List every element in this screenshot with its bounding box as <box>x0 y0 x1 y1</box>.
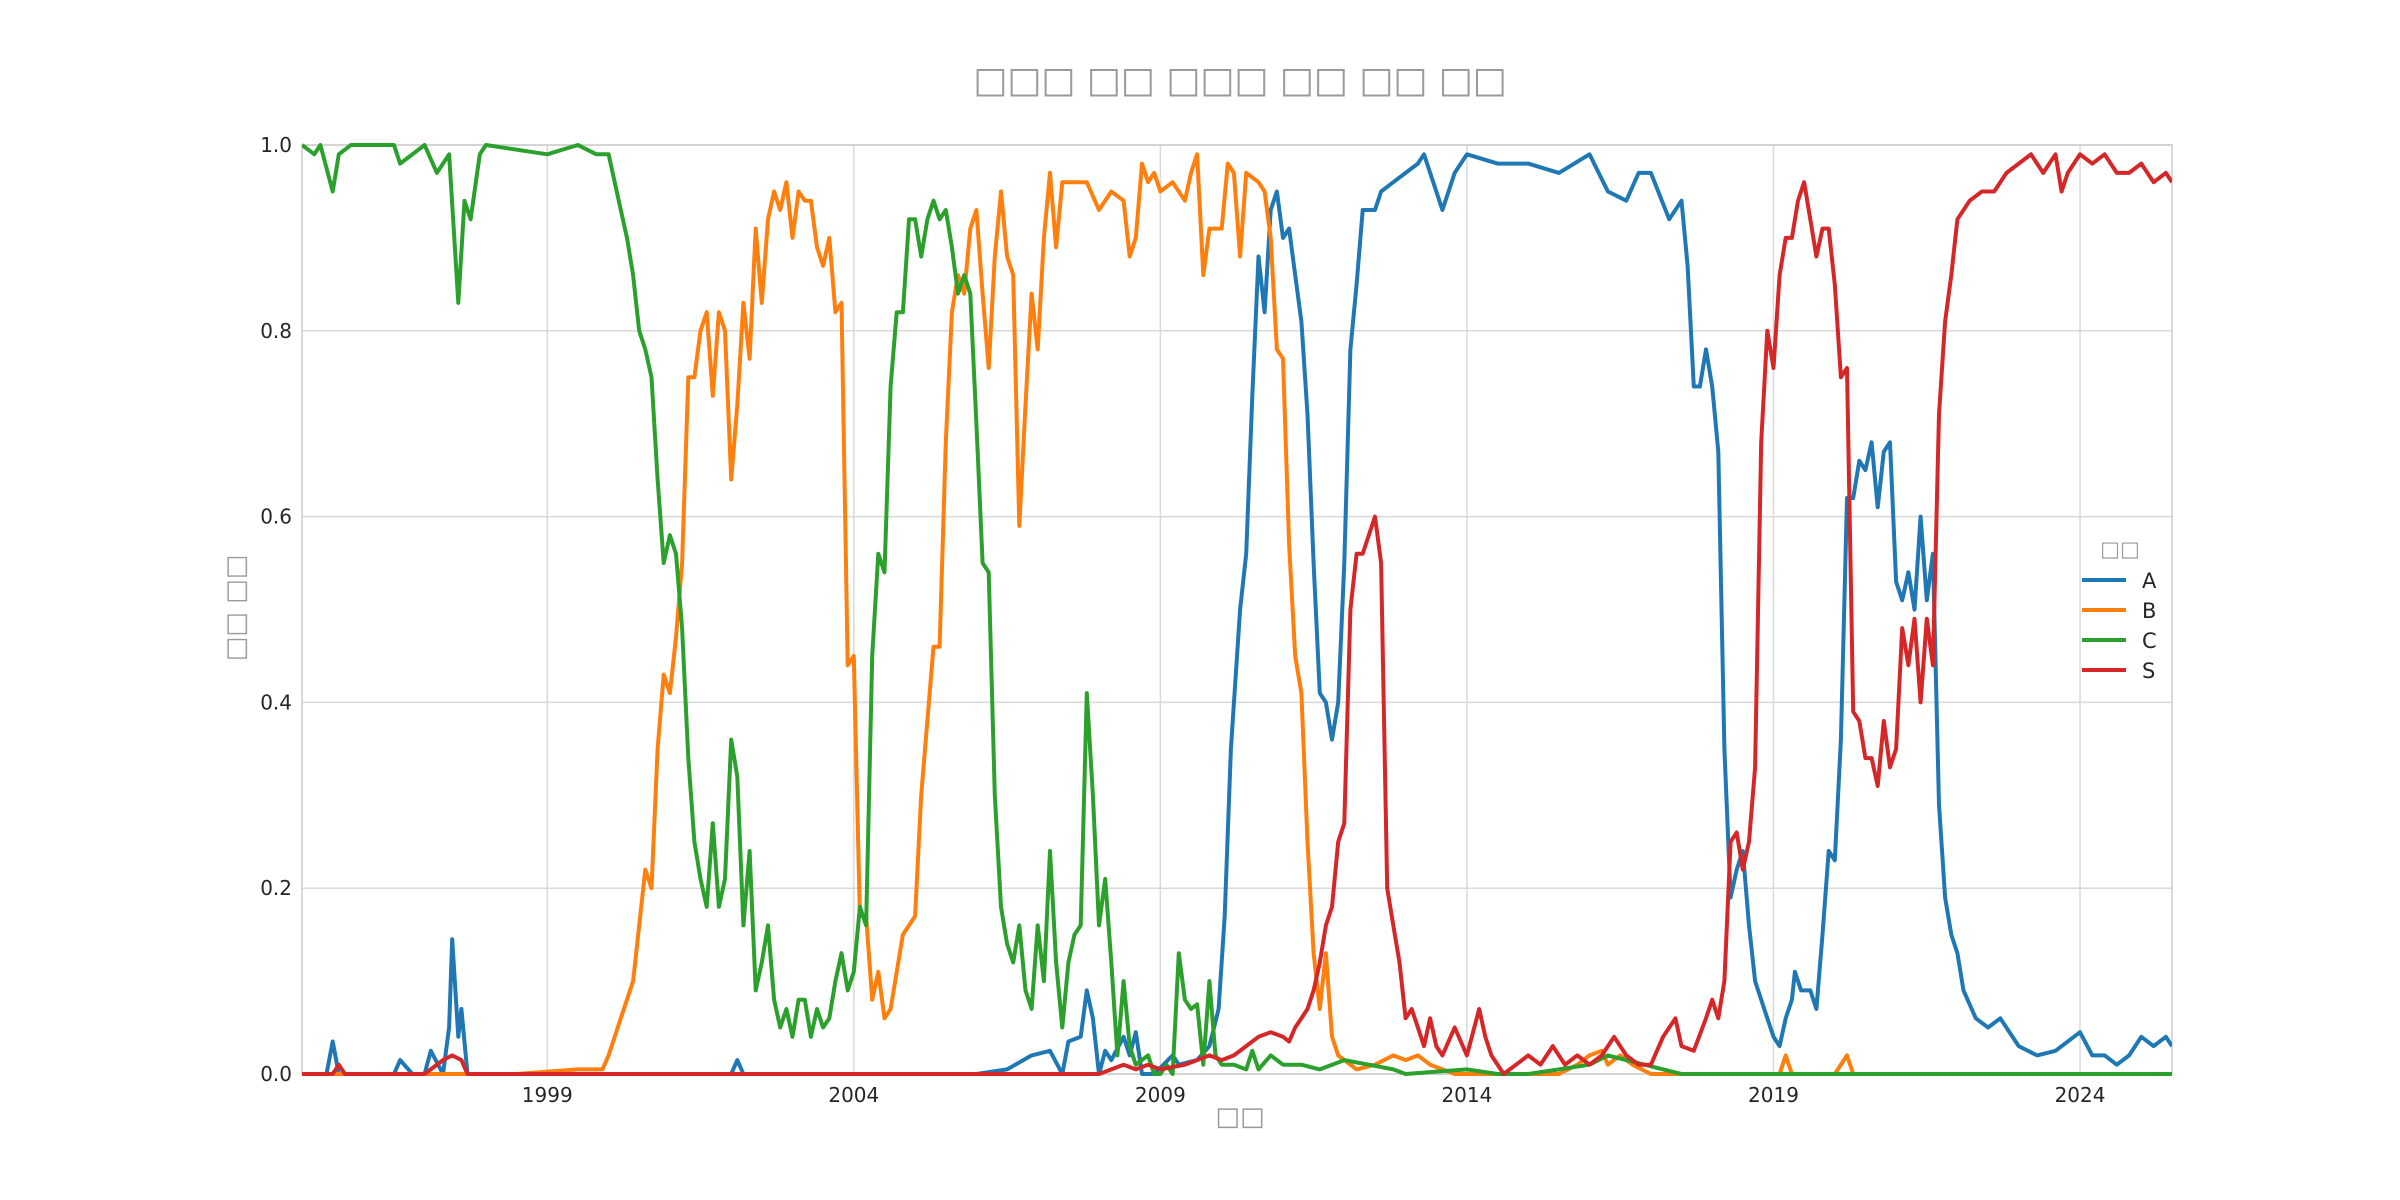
series-layer <box>302 143 2172 1076</box>
series-line-b <box>302 152 2172 1076</box>
grid-lines <box>302 144 2172 1075</box>
plot-frame <box>301 144 2173 1075</box>
y-tick-label: 0.8 <box>260 319 292 343</box>
x-tick-label: 2024 <box>2055 1083 2106 1107</box>
x-axis-ticks: 1999 2004 2009 2014 2019 2024 <box>522 1083 2106 1107</box>
y-tick-label: 0.6 <box>260 505 292 529</box>
y-tick-label: 1.0 <box>260 133 292 157</box>
y-tick-label: 0.2 <box>260 876 292 900</box>
x-tick-label: 2019 <box>1748 1083 1799 1107</box>
legend-label-b: B <box>2142 599 2156 623</box>
x-tick-label: 1999 <box>522 1083 573 1107</box>
legend-label-c: C <box>2142 629 2157 653</box>
legend-title: □□ <box>2100 537 2140 561</box>
y-axis-title: □□ □□ <box>221 555 251 662</box>
x-tick-label: 2014 <box>1441 1083 1492 1107</box>
legend-label-a: A <box>2142 569 2157 593</box>
chart-title: □□□ □□ □□□ □□ □□ □□ <box>973 60 1506 101</box>
y-axis-ticks: 0.0 0.2 0.4 0.6 0.8 1.0 <box>260 133 292 1086</box>
y-tick-label: 0.4 <box>260 690 292 714</box>
series-line-a <box>302 152 2172 1076</box>
series-line-s <box>302 152 2172 1076</box>
y-tick-label: 0.0 <box>260 1062 292 1086</box>
legend-label-s: S <box>2142 659 2155 683</box>
series-line-c <box>302 143 2172 1076</box>
x-tick-label: 2004 <box>828 1083 879 1107</box>
x-axis-title: □□ <box>1215 1102 1264 1132</box>
x-tick-label: 2009 <box>1135 1083 1186 1107</box>
